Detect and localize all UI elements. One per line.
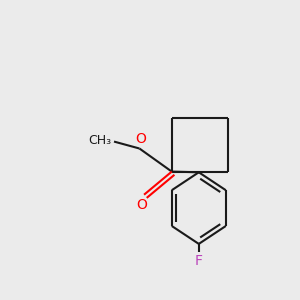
Text: CH₃: CH₃	[88, 134, 112, 147]
Text: O: O	[136, 198, 147, 212]
Text: F: F	[195, 254, 203, 268]
Text: O: O	[135, 132, 146, 146]
